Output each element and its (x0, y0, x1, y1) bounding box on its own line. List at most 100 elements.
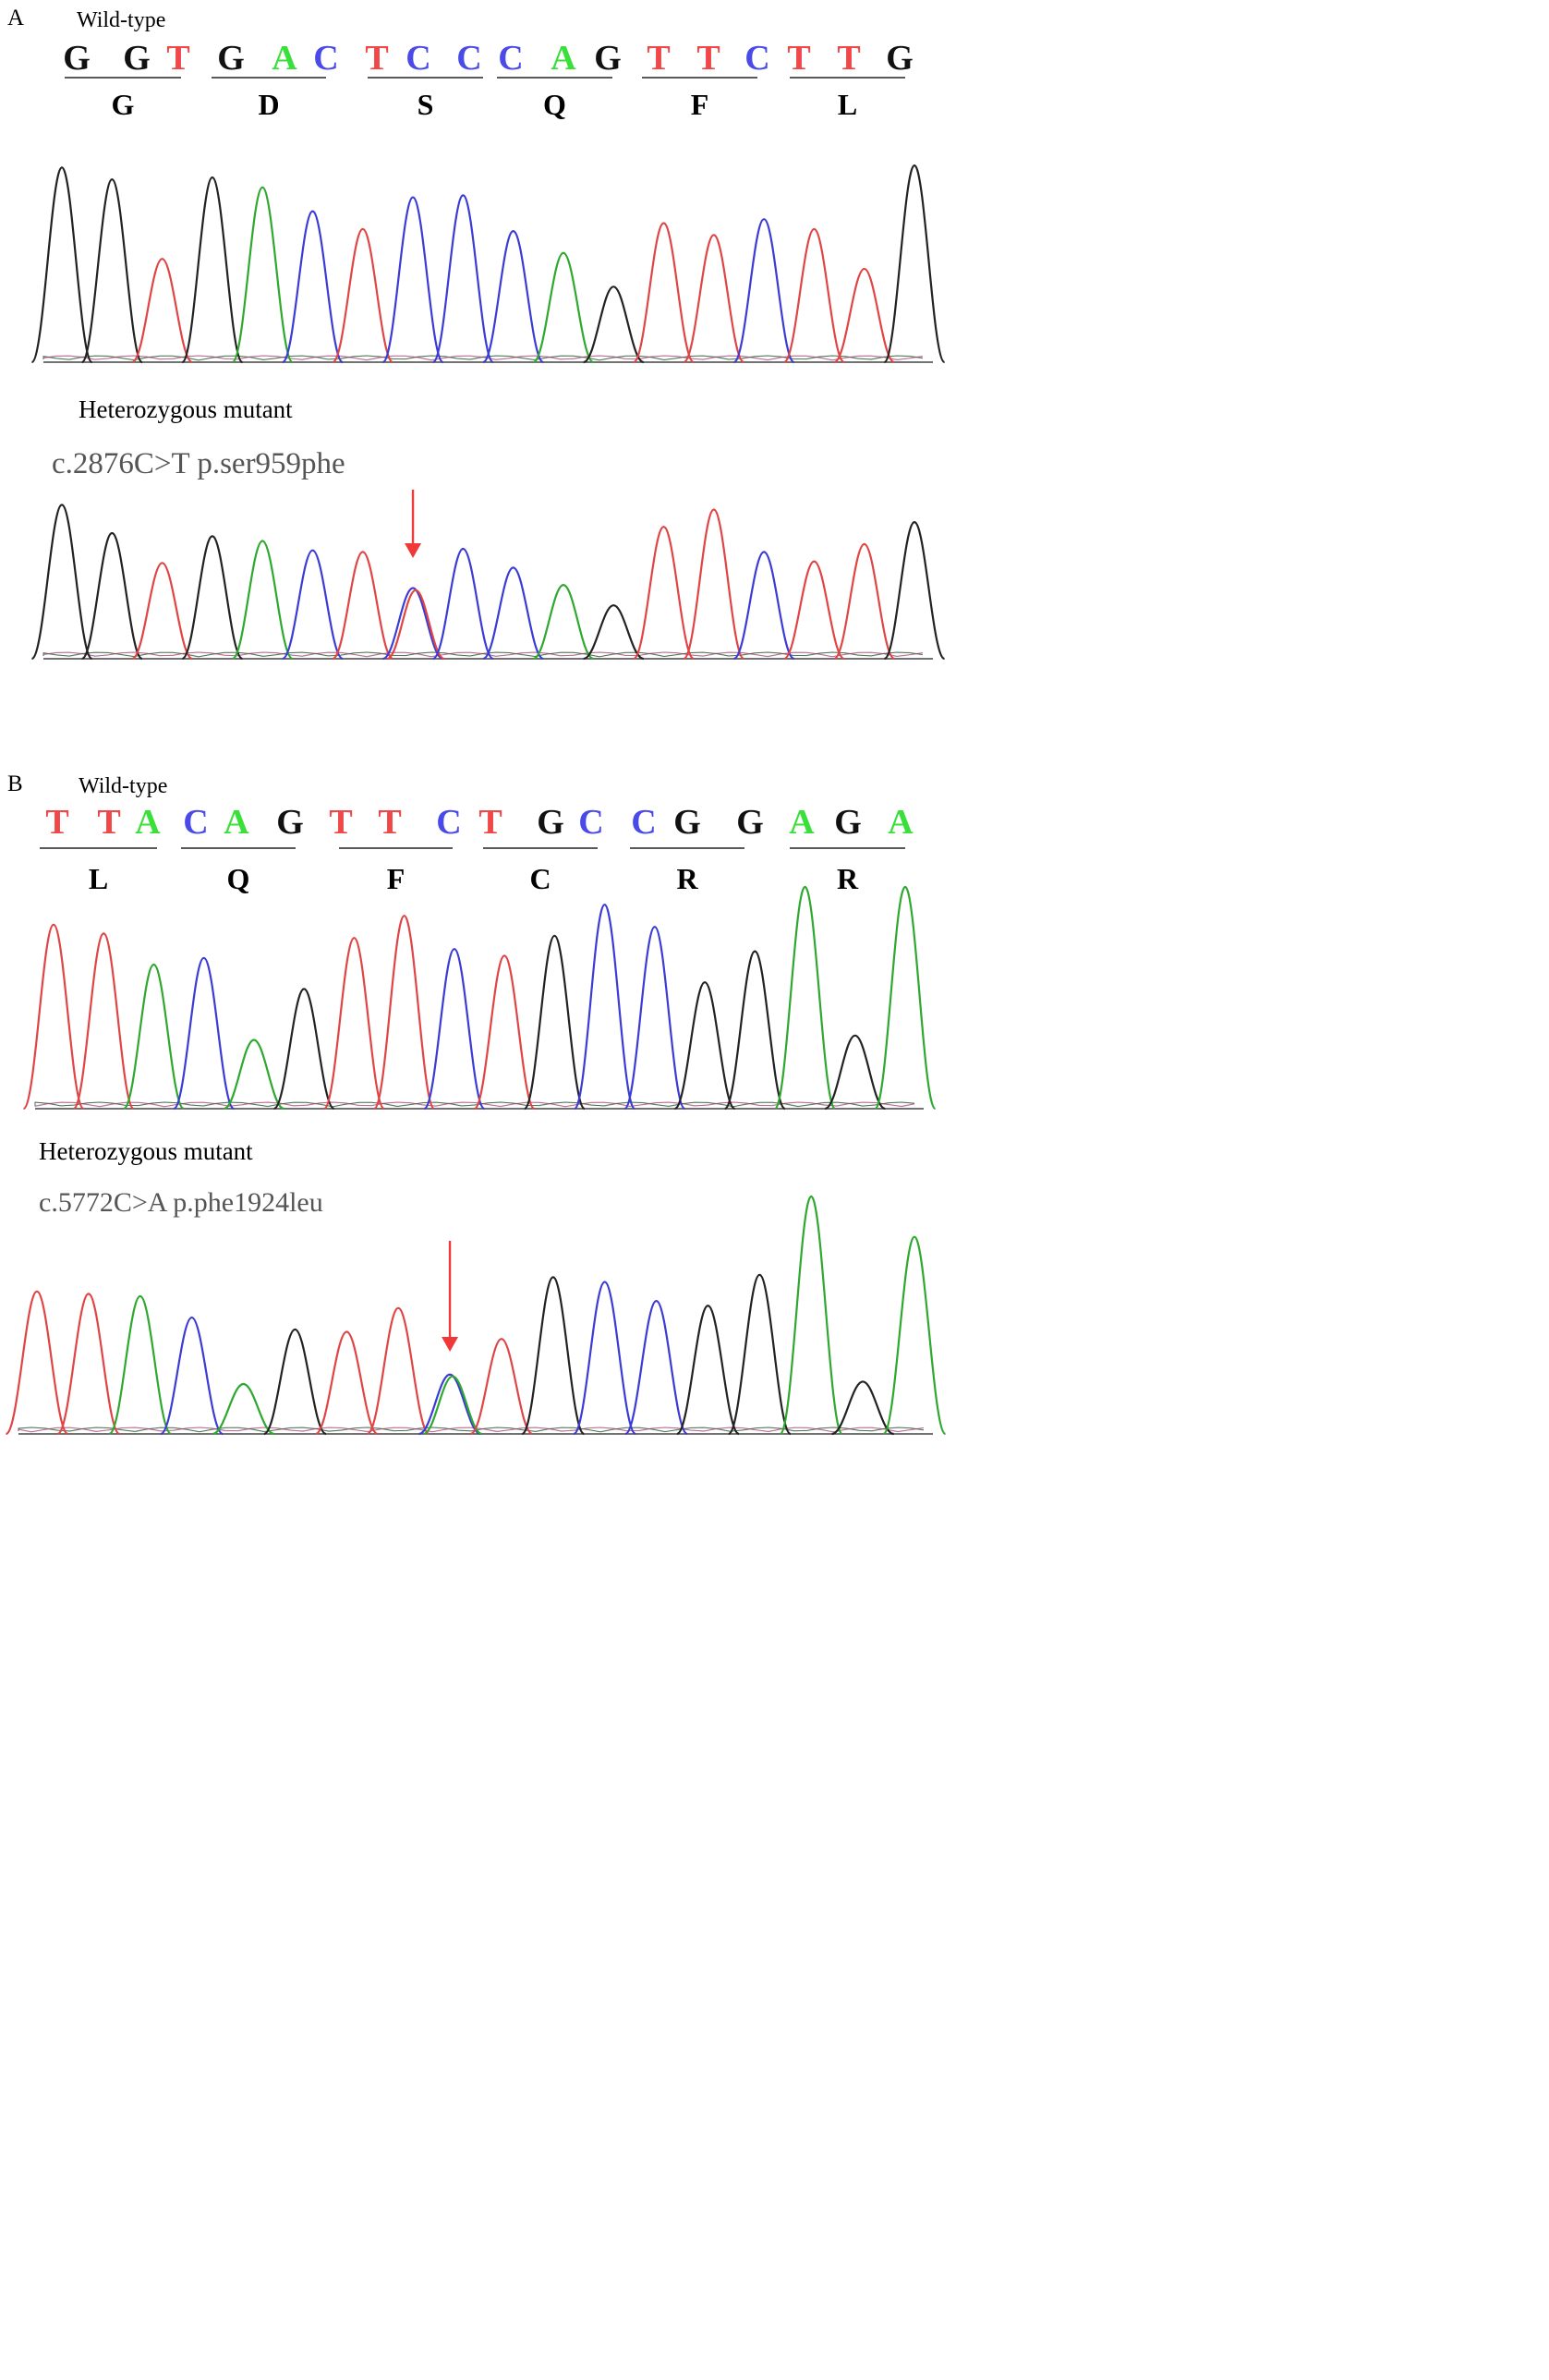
base-letter: T (787, 39, 810, 78)
chromatogram-peak (282, 549, 344, 661)
amino-acid-label: D (258, 88, 279, 121)
chromatogram-peak (381, 196, 444, 364)
chromatogram-peak (482, 229, 545, 364)
chromatogram-peak (833, 267, 895, 364)
base-letter: G (673, 803, 701, 842)
chromatogram-peak (882, 1235, 947, 1436)
chromatogram-peak (332, 227, 394, 364)
chromatogram-peak (632, 526, 696, 661)
chromatogram-peak (779, 1195, 843, 1436)
baseline-noise (42, 355, 924, 361)
baseline-noise (42, 651, 924, 658)
amino-acid-label: F (691, 88, 709, 121)
amino-acid-label: R (676, 862, 698, 895)
chromatogram-peak (431, 194, 494, 364)
chromatogram-peak (122, 963, 186, 1111)
base-letter: C (578, 803, 603, 842)
chromatogram-peak (683, 234, 745, 364)
chromatogram-peak (181, 535, 244, 661)
chromatogram-peak (80, 531, 143, 661)
chromatogram-peak (72, 932, 135, 1111)
panel-b-mutant-label: Heterozygous mutant (39, 1137, 253, 1165)
chromatogram-peak (56, 1293, 121, 1436)
chromatogram-peak (322, 937, 386, 1111)
amino-acid-label: C (529, 862, 551, 895)
amino-acid-label: S (418, 88, 434, 121)
chromatogram-peak (583, 285, 645, 364)
amino-acid-label: F (387, 862, 405, 895)
chromatogram-peak (30, 504, 93, 661)
panel-a-mutant-label: Heterozygous mutant (79, 395, 293, 423)
baseline-noise (34, 1101, 915, 1108)
base-letter: T (365, 39, 388, 78)
chromatogram-peak (632, 222, 696, 364)
base-letter: G (594, 39, 622, 78)
chromatogram-peak (366, 1306, 430, 1436)
chromatogram-peak (108, 1294, 173, 1436)
base-letter: T (329, 803, 352, 842)
chromatogram-peak (315, 1330, 379, 1436)
base-letter: T (837, 39, 860, 78)
chromatogram-peak (532, 583, 595, 661)
chromatogram-peak (573, 1281, 637, 1436)
base-letter: C (744, 39, 769, 78)
chromatogram-peak (523, 934, 586, 1111)
base-letter: T (378, 803, 401, 842)
base-letter: C (498, 39, 523, 78)
panel-a-mutation-label: c.2876C>T p.ser959phe (52, 447, 345, 480)
mutation-arrow-head (405, 543, 422, 558)
chromatogram-peak (231, 186, 294, 364)
baseline-noise (42, 355, 924, 361)
base-letter: G (217, 39, 245, 78)
chromatogram-peak (273, 988, 335, 1111)
panel-b-letter: B (7, 771, 23, 796)
chromatogram-peak (22, 923, 85, 1111)
chromatogram-peak (30, 166, 93, 364)
baseline-noise (18, 1427, 925, 1433)
base-letter: G (63, 39, 91, 78)
base-letter: A (224, 803, 249, 842)
amino-acid-label: Q (227, 862, 250, 895)
base-letter: G (886, 39, 914, 78)
chromatogram-peak (883, 520, 946, 661)
chromatogram-peak (583, 604, 645, 661)
panel-b-wildtype-label: Wild-type (79, 774, 167, 798)
panel-b-mutant-chromatogram (5, 1195, 947, 1436)
panel-a-wildtype-label: Wild-type (77, 8, 165, 32)
base-letter: A (888, 803, 914, 842)
chromatogram-peak (732, 218, 795, 364)
chromatogram-peak (473, 954, 536, 1111)
chromatogram-peak (675, 1305, 741, 1436)
chromatogram-peak (773, 885, 837, 1111)
chromatogram-peak (824, 1034, 886, 1111)
chromatogram-peak (521, 1276, 586, 1436)
panel-a-letter: A (7, 6, 24, 30)
baseline-noise (42, 651, 924, 658)
base-letter: C (313, 39, 338, 78)
chromatogram-peak (482, 566, 544, 661)
panel-b-mutation-label: c.5772C>A p.phe1924leu (39, 1187, 323, 1218)
chromatogram-peak (263, 1328, 327, 1436)
panel-a-wildtype-chromatogram (30, 164, 946, 364)
chromatogram-peak (432, 547, 494, 661)
chromatogram-peak (732, 551, 795, 661)
chromatogram-peak (373, 915, 436, 1111)
chromatogram-peak (833, 542, 895, 661)
amino-acid-label: L (838, 88, 857, 121)
overlapping-peak (386, 589, 445, 661)
base-letter: G (123, 39, 151, 78)
chromatogram-peak (723, 950, 786, 1111)
chromatogram-peak (212, 1382, 275, 1436)
chromatogram-peak (223, 1038, 284, 1111)
base-letter: T (45, 803, 68, 842)
chromatogram-peak (418, 1373, 482, 1436)
chromatogram-peak (727, 1273, 792, 1436)
chromatogram-peak (332, 551, 393, 661)
base-letter: T (478, 803, 502, 842)
